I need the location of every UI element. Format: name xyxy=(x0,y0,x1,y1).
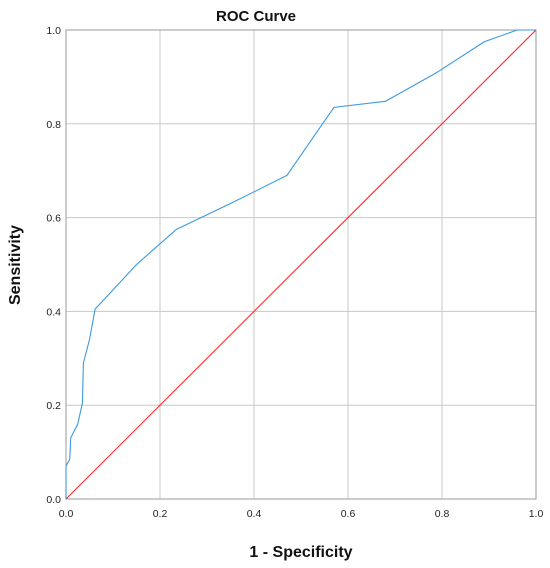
reference-diagonal-line xyxy=(65,29,537,500)
x-tick-label: 0.2 xyxy=(153,508,168,520)
y-tick-label: 1.0 xyxy=(46,25,61,37)
x-tick-label: 0.4 xyxy=(247,508,262,520)
tick-layer: 0.0 0.2 0.4 0.6 0.8 1.0 0.0 0.2 0.4 0.6 0.8 1.0 xyxy=(46,25,543,520)
y-axis-label: Sensitivity xyxy=(7,225,24,305)
y-tick-label: 0.4 xyxy=(46,306,61,318)
y-tick-label: 0.6 xyxy=(46,213,61,225)
y-tick-label: 0.0 xyxy=(46,494,61,506)
x-tick-label: 0.0 xyxy=(59,508,74,520)
x-axis-label: 1 - Specificity xyxy=(249,544,352,561)
y-tick-label: 0.2 xyxy=(46,400,61,412)
x-tick-label: 0.6 xyxy=(341,508,356,520)
x-tick-label: 1.0 xyxy=(529,508,544,520)
roc-curve-line xyxy=(65,29,536,499)
x-tick-label: 0.8 xyxy=(435,508,450,520)
chart-title: ROC Curve xyxy=(216,8,296,25)
y-tick-label: 0.8 xyxy=(46,119,61,131)
plot-frame xyxy=(65,29,537,500)
series-layer xyxy=(65,29,537,500)
